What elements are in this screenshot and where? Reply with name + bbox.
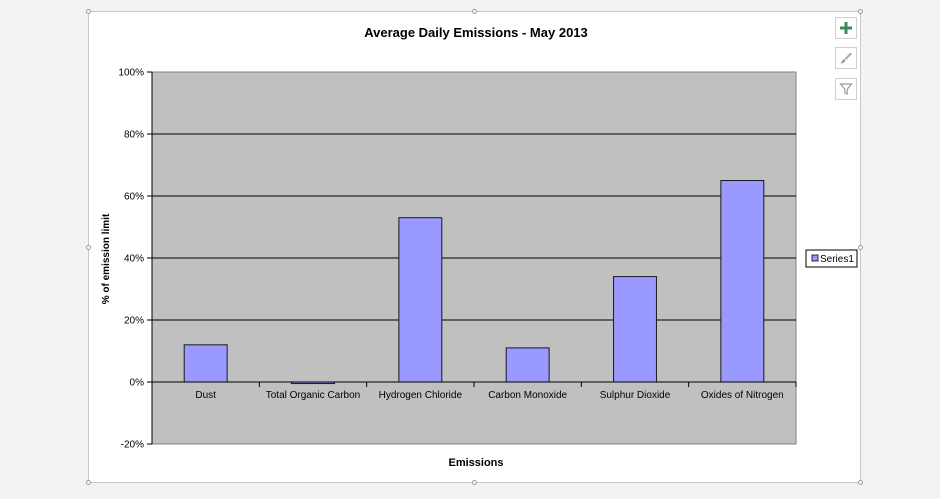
resize-handle-top[interactable] <box>472 9 477 14</box>
x-tick-label: Sulphur Dioxide <box>600 390 671 401</box>
resize-handle-top-left[interactable] <box>86 9 91 14</box>
plus-icon <box>840 22 852 34</box>
y-tick-label: 80% <box>124 130 144 141</box>
y-tick-label: 40% <box>124 254 144 265</box>
x-tick-label: Carbon Monoxide <box>488 390 567 401</box>
resize-handle-bottom-left[interactable] <box>86 480 91 485</box>
bar[interactable] <box>720 180 765 383</box>
resize-handle-top-right[interactable] <box>858 9 863 14</box>
legend[interactable]: Series1 <box>805 249 858 268</box>
gridlines <box>152 133 796 321</box>
y-tick-label: -20% <box>121 440 144 451</box>
bars <box>183 180 765 385</box>
chart-elements-button[interactable] <box>835 17 857 39</box>
bar[interactable] <box>505 347 550 383</box>
legend-swatch <box>811 254 819 262</box>
resize-handle-right[interactable] <box>858 245 863 250</box>
legend-box <box>805 249 858 268</box>
y-tick-label: 100% <box>118 68 144 79</box>
filter-icon <box>839 83 853 96</box>
x-tick-label: Total Organic Carbon <box>266 390 361 401</box>
axes: -20% 0% 20% 40% 60% 80% 100% Dust Total Organic … <box>118 68 797 451</box>
y-axis-label: % of emission limit <box>101 213 112 304</box>
resize-handle-bottom-right[interactable] <box>858 480 863 485</box>
x-tick-label: Hydrogen Chloride <box>379 390 463 401</box>
resize-handle-bottom[interactable] <box>472 480 477 485</box>
chart-title: Average Daily Emissions - May 2013 <box>364 25 588 40</box>
legend-label: Series1 <box>820 254 854 265</box>
y-tick-label: 20% <box>124 316 144 327</box>
x-tick-label: Dust <box>195 390 216 401</box>
brush-icon <box>840 52 852 64</box>
x-tick-label: Oxides of Nitrogen <box>701 390 784 401</box>
bar[interactable] <box>613 276 657 383</box>
y-tick-label: 60% <box>124 192 144 203</box>
resize-handle-left[interactable] <box>86 245 91 250</box>
bar[interactable] <box>183 344 228 383</box>
chart-filters-button[interactable] <box>835 78 857 100</box>
y-tick-label: 0% <box>130 378 145 389</box>
bar[interactable] <box>398 217 443 383</box>
chart-styles-button[interactable] <box>835 47 857 69</box>
x-axis-label: Emissions <box>448 457 503 469</box>
